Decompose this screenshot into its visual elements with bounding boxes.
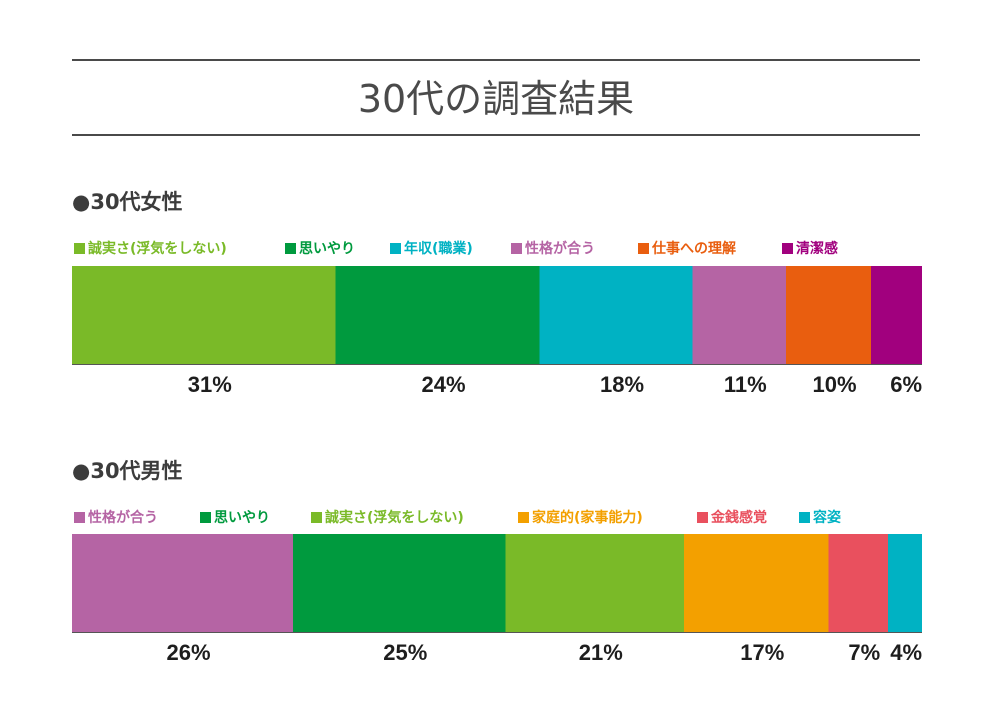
legend-item: 金銭感覚	[697, 507, 767, 529]
legend-swatch	[799, 512, 810, 523]
data-label: 17%	[740, 640, 784, 665]
bar-segment	[871, 266, 922, 364]
legend-swatch	[390, 243, 401, 254]
data-label: 24%	[421, 372, 465, 397]
data-label: 10%	[812, 372, 856, 397]
legend-label: 思いやり	[214, 510, 270, 526]
legend-women: 誠実さ(浮気をしない) 思いやり 年収(職業) 性格が合う 仕事への理解 清潔感	[74, 238, 934, 260]
legend-item: 誠実さ(浮気をしない)	[311, 507, 464, 529]
legend-swatch	[511, 243, 522, 254]
legend-men: 性格が合う 思いやり 誠実さ(浮気をしない) 家庭的(家事能力) 金銭感覚 容姿	[74, 507, 934, 529]
data-label: 31%	[188, 372, 232, 397]
legend-swatch	[638, 243, 649, 254]
legend-swatch	[74, 512, 85, 523]
legend-item: 容姿	[799, 507, 841, 529]
bullet-icon: ●	[72, 190, 91, 214]
data-label: 4%	[890, 640, 922, 665]
legend-label: 仕事への理解	[652, 241, 736, 257]
legend-item: 家庭的(家事能力)	[518, 507, 643, 529]
legend-label: 家庭的(家事能力)	[532, 510, 643, 526]
title-top-rule	[72, 59, 920, 61]
bar-segment	[335, 266, 540, 364]
bar-segment	[786, 266, 871, 364]
bullet-icon: ●	[72, 459, 91, 483]
data-label: 25%	[383, 640, 427, 665]
legend-swatch	[697, 512, 708, 523]
legend-label: 誠実さ(浮気をしない)	[88, 241, 227, 257]
legend-label: 年収(職業)	[404, 241, 473, 257]
bar-segment	[72, 534, 293, 632]
legend-item: 思いやり	[200, 507, 270, 529]
legend-swatch	[74, 243, 85, 254]
legend-swatch	[285, 243, 296, 254]
bar-segment	[505, 534, 684, 632]
legend-swatch	[200, 512, 211, 523]
legend-item: 性格が合う	[74, 507, 158, 529]
legend-item: 仕事への理解	[638, 238, 736, 260]
stacked-bar-chart-men: 26% 25% 21% 17% 7% 4%	[72, 534, 922, 665]
legend-label: 性格が合う	[88, 510, 158, 526]
legend-label: 清潔感	[796, 241, 838, 257]
bar-segment	[539, 266, 693, 364]
legend-label: 金銭感覚	[711, 510, 767, 526]
bar-segment	[828, 534, 888, 632]
data-label: 6%	[890, 372, 922, 397]
legend-item: 性格が合う	[511, 238, 595, 260]
section-heading-women: ●30代女性	[72, 186, 183, 216]
page-title: 30代の調査結果	[357, 77, 635, 121]
bar-segment	[888, 534, 922, 632]
legend-item: 思いやり	[285, 238, 355, 260]
bar-segment	[72, 266, 336, 364]
data-label: 18%	[600, 372, 644, 397]
data-label: 11%	[724, 372, 767, 397]
bar-segment	[293, 534, 506, 632]
legend-item: 清潔感	[782, 238, 838, 260]
title-bottom-rule	[72, 134, 920, 136]
stacked-bar-chart-women: 31% 24% 18% 11% 10% 6%	[72, 266, 922, 397]
data-label: 21%	[579, 640, 623, 665]
section-heading-men: ●30代男性	[72, 455, 183, 485]
legend-label: 思いやり	[299, 241, 355, 257]
legend-item: 誠実さ(浮気をしない)	[74, 238, 227, 260]
bar-baseline	[72, 632, 922, 633]
bar-segment	[684, 534, 829, 632]
data-label: 26%	[166, 640, 210, 665]
legend-label: 性格が合う	[525, 241, 595, 257]
legend-label: 誠実さ(浮気をしない)	[325, 510, 464, 526]
data-label: 7%	[848, 640, 880, 665]
section-title-women: 30代女性	[90, 190, 183, 214]
legend-label: 容姿	[813, 510, 841, 526]
legend-swatch	[311, 512, 322, 523]
bar-segment	[692, 266, 786, 364]
legend-item: 年収(職業)	[390, 238, 473, 260]
legend-swatch	[518, 512, 529, 523]
bar-baseline	[72, 364, 922, 365]
section-title-men: 30代男性	[90, 459, 183, 483]
legend-swatch	[782, 243, 793, 254]
